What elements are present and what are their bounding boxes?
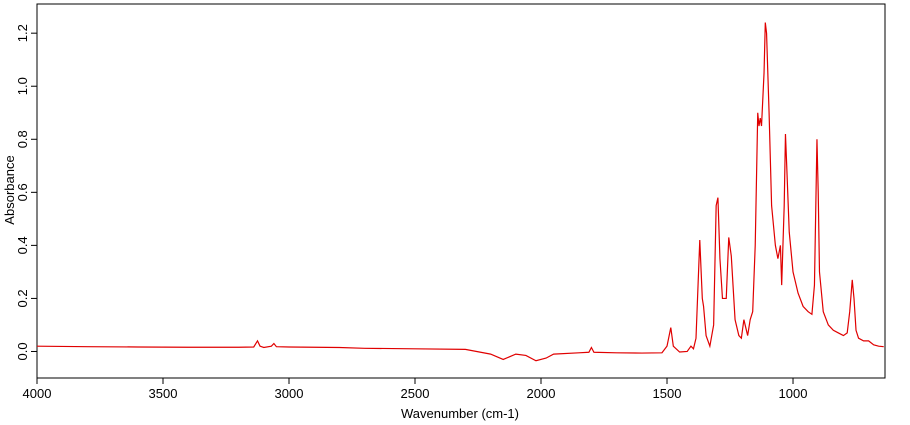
- x-tick-label: 4000: [23, 386, 52, 401]
- x-tick-label: 2500: [401, 386, 430, 401]
- x-axis-label: Wavenumber (cm-1): [401, 406, 519, 421]
- x-tick-label: 3500: [149, 386, 178, 401]
- x-tick-label: 1500: [653, 386, 682, 401]
- x-tick-label: 3000: [275, 386, 304, 401]
- y-tick-label: 1.0: [15, 77, 30, 95]
- spectrum-line: [36, 22, 884, 362]
- x-tick-label: 2000: [527, 386, 556, 401]
- y-axis-label: Absorbance: [2, 155, 17, 224]
- plot-frame: [36, 3, 886, 379]
- y-tick-label: 0.4: [15, 236, 30, 254]
- y-tick-label: 0.6: [15, 183, 30, 201]
- y-tick-label: 0.8: [15, 130, 30, 148]
- y-tick-label: 0.2: [15, 289, 30, 307]
- x-tick-label: 1000: [779, 386, 808, 401]
- y-tick-label: 0.0: [15, 342, 30, 360]
- y-tick-label: 1.2: [15, 24, 30, 42]
